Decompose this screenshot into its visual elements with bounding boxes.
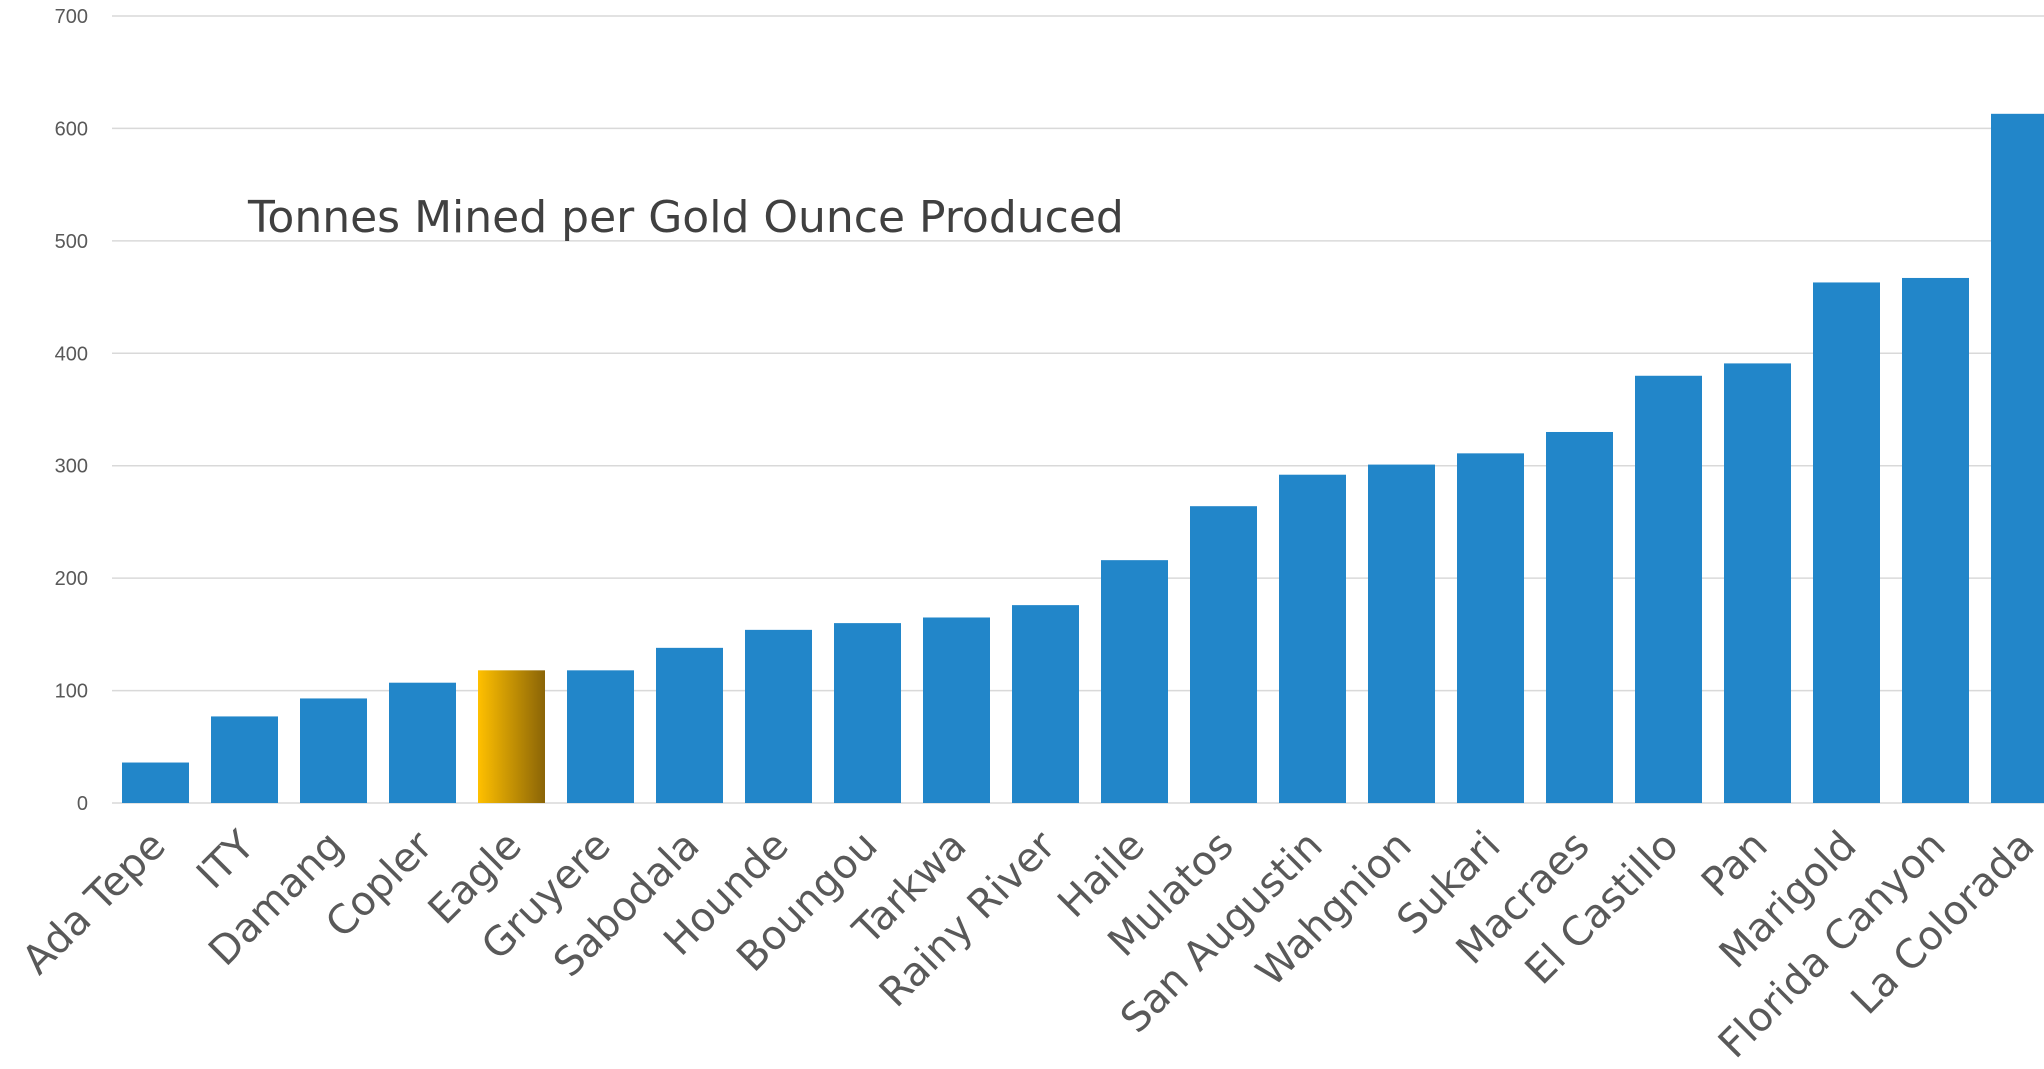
bar-ada-tepe <box>122 762 189 803</box>
bar-ity <box>211 716 278 803</box>
bar-eagle <box>478 670 545 803</box>
bar-san-augustin <box>1279 474 1346 803</box>
y-tick-label: 400 <box>55 343 88 365</box>
bar-mulatos <box>1190 506 1257 803</box>
y-tick-label: 700 <box>55 6 88 28</box>
bar-el-castillo <box>1635 375 1702 803</box>
bar-damang <box>300 698 367 803</box>
x-category-label: Ada Tepe <box>14 823 175 984</box>
bar-haile <box>1101 560 1168 803</box>
bar-rainy-river <box>1012 605 1079 803</box>
bar-sabodala <box>656 647 723 803</box>
bar-florida-canyon <box>1902 277 1969 803</box>
y-tick-label: 100 <box>55 681 88 703</box>
bar-gruyere <box>567 670 634 803</box>
x-category-label: ITY <box>188 822 264 898</box>
bar-marigold <box>1813 282 1880 804</box>
bar-sukari <box>1457 453 1524 803</box>
bars <box>122 113 2044 804</box>
bar-boungou <box>834 623 901 803</box>
x-axis-category-labels: Ada Tepe ITYDamangCoplerEagleGruyereSabod… <box>14 822 2044 1067</box>
bar-hounde <box>745 629 812 803</box>
bar-pan <box>1724 363 1791 803</box>
y-axis-tick-labels: 0 100 200 300 400 500 600 700 <box>55 6 88 815</box>
bar-la-colorada <box>1991 113 2044 803</box>
chart-title: Tonnes Mined per Gold Ounce Produced <box>247 192 1124 243</box>
y-tick-label: 600 <box>55 118 88 140</box>
bar-copler <box>389 682 456 803</box>
bar-tarkwa <box>923 617 990 803</box>
y-tick-label: 500 <box>55 231 88 253</box>
bar-macraes <box>1546 431 1613 803</box>
y-tick-label: 300 <box>55 456 88 478</box>
y-tick-label: 0 <box>77 793 88 815</box>
bar-wahgnion <box>1368 464 1435 803</box>
y-tick-label: 200 <box>55 568 88 590</box>
